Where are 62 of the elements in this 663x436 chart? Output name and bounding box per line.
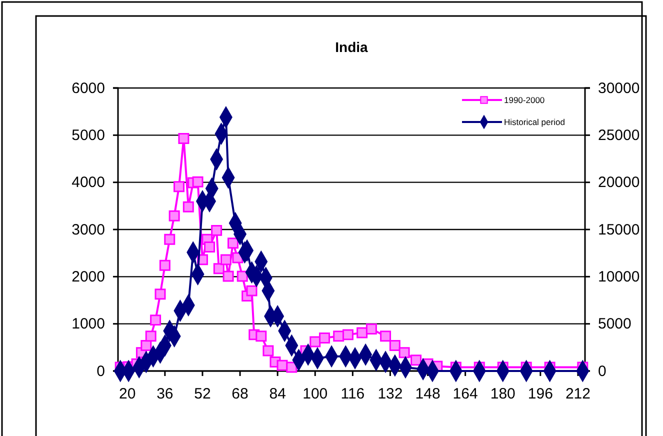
y-tick-label: 0	[96, 362, 105, 380]
point	[398, 347, 410, 358]
y2-tick-label: 10000	[598, 268, 640, 286]
x-tick-label: 100	[302, 386, 328, 403]
point	[410, 354, 422, 366]
chart-title: India	[335, 39, 368, 55]
point	[178, 132, 190, 144]
point	[366, 324, 377, 335]
point	[236, 270, 248, 282]
point	[262, 345, 274, 356]
legend-label: 1990-2000	[504, 95, 545, 105]
point	[182, 201, 194, 212]
point	[356, 327, 368, 338]
point	[154, 288, 166, 300]
point	[246, 285, 258, 296]
x-tick-label: 132	[378, 386, 403, 403]
x-tick-label: 68	[232, 386, 248, 403]
x-tick-label: 52	[194, 386, 211, 403]
point	[310, 336, 321, 348]
legend-label: Historical period	[504, 117, 566, 127]
point	[227, 238, 238, 249]
point	[204, 241, 216, 252]
y2-tick-label: 30000	[598, 80, 640, 97]
x-tick-label: 196	[528, 386, 553, 403]
x-tick-label: 148	[415, 386, 440, 403]
point	[159, 260, 170, 271]
point	[150, 314, 162, 326]
y2-tick-label: 0	[598, 362, 606, 380]
point	[389, 340, 400, 352]
y-tick-label: 6000	[72, 80, 105, 97]
point	[286, 362, 298, 373]
point	[319, 332, 330, 344]
x-tick-label: 36	[156, 386, 174, 403]
point	[192, 176, 204, 188]
point	[380, 330, 392, 342]
y-tick-label: 2000	[72, 268, 105, 286]
y-tick-label: 1000	[72, 316, 105, 333]
point	[333, 330, 344, 342]
x-tick-label: 180	[490, 386, 516, 403]
point	[342, 329, 354, 340]
y-tick-label: 5000	[72, 126, 105, 144]
x-tick-label: 84	[269, 386, 286, 403]
y-tick-label: 3000	[72, 221, 105, 238]
point	[164, 234, 176, 245]
point	[256, 330, 267, 342]
point	[140, 340, 152, 352]
x-tick-label: 116	[340, 386, 365, 403]
point	[211, 224, 222, 236]
point	[145, 330, 156, 342]
y2-tick-label: 5000	[598, 316, 632, 333]
point	[168, 210, 180, 222]
y2-tick-label: 15000	[598, 221, 640, 238]
point	[213, 263, 224, 274]
x-tick-label: 20	[119, 386, 136, 403]
point	[220, 254, 232, 266]
y2-tick-label: 25000	[598, 126, 640, 144]
x-tick-label: 164	[452, 386, 478, 403]
y-tick-label: 4000	[72, 174, 105, 192]
point	[174, 181, 185, 192]
y2-tick-label: 20000	[598, 174, 640, 192]
point	[222, 270, 234, 282]
x-tick-label: 212	[565, 386, 590, 403]
